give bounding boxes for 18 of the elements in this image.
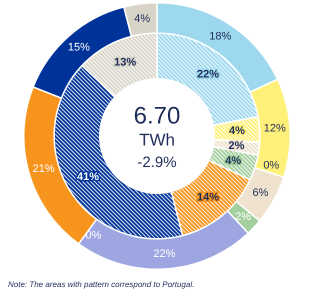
text: -2.9% <box>137 154 177 172</box>
data-label: 6% <box>252 186 269 199</box>
data-label: 4% <box>228 125 246 138</box>
text: Note: The areas with pattern correspond to Portugal. <box>8 280 194 289</box>
data-label: 21% <box>32 162 55 175</box>
data-label: 18% <box>209 30 232 42</box>
data-label: 2% <box>235 210 252 223</box>
text: TWh <box>139 130 175 150</box>
data-label: 2% <box>228 140 245 152</box>
data-label: 22% <box>153 248 176 260</box>
text: 0% <box>263 160 280 172</box>
data-label: 12% <box>264 122 286 135</box>
data-label: 4% <box>225 154 242 167</box>
data-label: 15% <box>68 41 90 54</box>
data-label: 4% <box>134 12 150 25</box>
text: 6.70 <box>134 102 180 130</box>
data-label: 13% <box>114 56 136 69</box>
data-label: 22% <box>197 68 220 80</box>
